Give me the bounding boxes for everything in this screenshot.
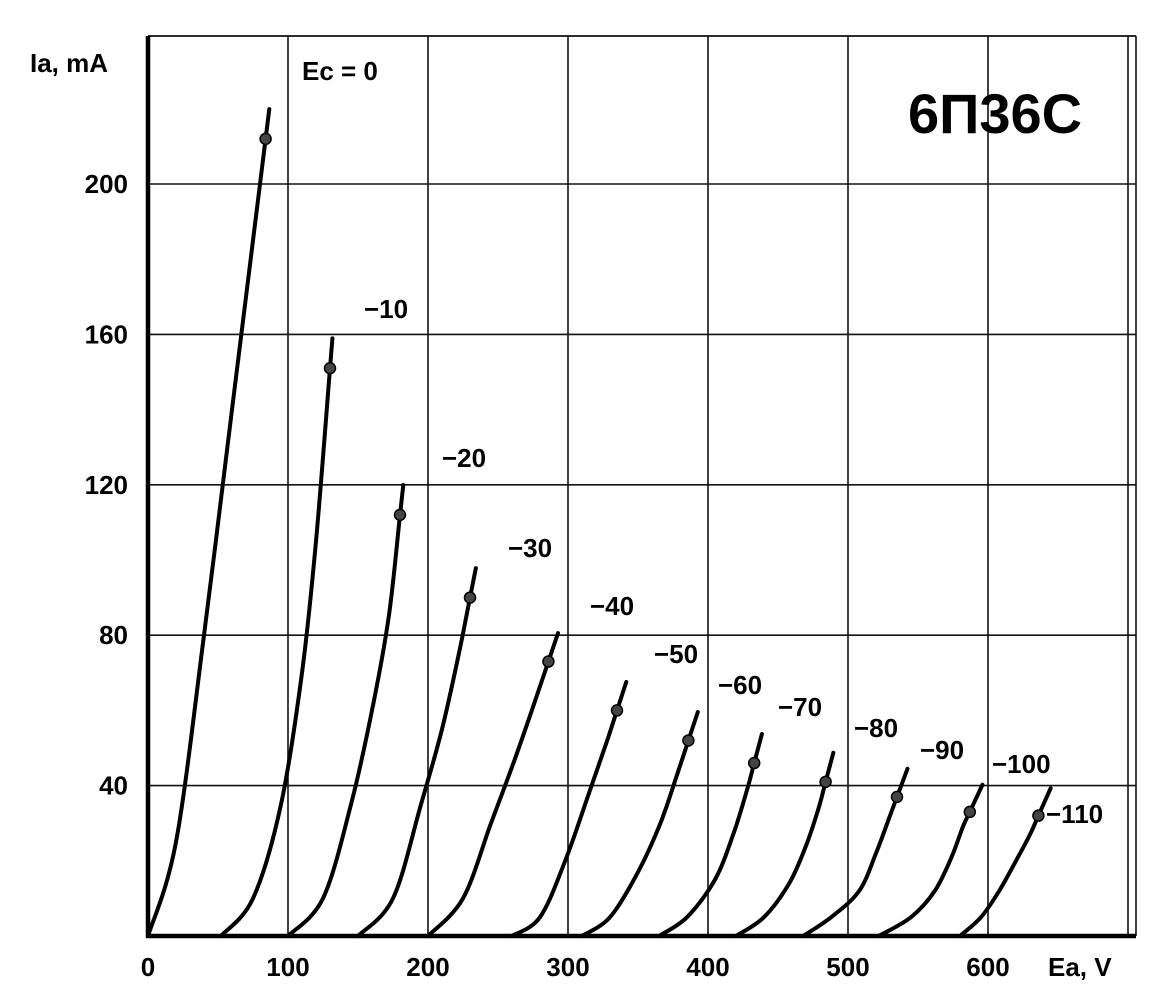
- series-label: −80: [854, 713, 898, 743]
- chart-title: 6П36С: [908, 82, 1082, 145]
- x-tick-label: 0: [141, 952, 155, 982]
- x-tick-label: 600: [966, 952, 1009, 982]
- y-axis-label: Ia, mA: [30, 48, 108, 78]
- x-tick-label: 200: [406, 952, 449, 982]
- x-tick-labels: 0 100 200 300 400 500 600: [141, 952, 1010, 982]
- operating-point-marker: [1032, 809, 1045, 822]
- series-label: −60: [718, 670, 762, 700]
- series-label: −40: [590, 591, 634, 621]
- x-tick-label: 300: [546, 952, 589, 982]
- y-tick-labels: 40 80 120 160 200: [85, 169, 128, 801]
- y-tick-label: 40: [99, 771, 128, 801]
- y-tick-label: 120: [85, 470, 128, 500]
- operating-point-marker: [323, 361, 337, 375]
- operating-point-marker: [890, 790, 904, 804]
- series-label: −100: [992, 749, 1051, 779]
- grid: [148, 35, 1137, 936]
- operating-point-marker: [542, 655, 555, 668]
- axes: [145, 36, 1136, 939]
- x-tick-label: 100: [266, 952, 309, 982]
- y-tick-label: 160: [85, 319, 128, 349]
- x-tick-label: 400: [686, 952, 729, 982]
- series-label: −10: [364, 294, 408, 324]
- operating-point-marker: [393, 508, 407, 522]
- operating-point-marker: [747, 756, 761, 770]
- operating-point-marker: [682, 734, 695, 747]
- operating-point-marker: [963, 805, 977, 819]
- x-axis-label: Ea, V: [1048, 952, 1112, 982]
- operating-point-marker: [463, 591, 477, 604]
- series-label: Ec = 0: [302, 56, 378, 86]
- operating-point-marker: [610, 704, 624, 717]
- y-tick-label: 200: [85, 169, 128, 199]
- series-label: −50: [654, 639, 698, 669]
- series-label: −110: [1046, 799, 1103, 829]
- series-label: −90: [920, 735, 964, 765]
- operating-point-marker: [259, 132, 272, 146]
- series-label: −30: [508, 533, 552, 563]
- curve-line: [146, 107, 272, 938]
- series-labels: Ec = 0 −10 −20 −30 −40 −50 −60 −70 −80 −90 −100 −11…: [302, 56, 1103, 829]
- series-label: −70: [778, 692, 822, 722]
- x-tick-label: 500: [826, 952, 869, 982]
- operating-point-marker: [819, 775, 832, 789]
- y-tick-label: 80: [99, 620, 128, 650]
- curve-line: [218, 336, 335, 938]
- curve-markers: [259, 132, 1045, 822]
- series-label: −20: [442, 443, 486, 473]
